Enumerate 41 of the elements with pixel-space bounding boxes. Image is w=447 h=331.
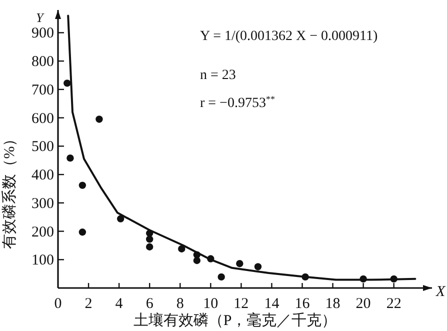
y-tick-label: 500 <box>32 139 54 156</box>
point <box>146 243 154 250</box>
annotation: r = −0.9753$^{**}$ <box>200 94 276 111</box>
x-tick-label: 10 <box>203 296 218 312</box>
y-axis-title: 有效磷系数（%） <box>1 131 18 249</box>
y-tick-label: 300 <box>32 196 54 212</box>
x-tick-label: 6 <box>146 296 154 312</box>
y-tick-label: 200 <box>32 224 54 240</box>
point <box>64 80 71 87</box>
x-tick-label: 16 <box>294 296 310 312</box>
x-tick-label: 8 <box>176 296 184 312</box>
point <box>78 182 86 189</box>
x-tick-label: 22 <box>386 296 402 312</box>
x-tick-label: 14 <box>264 296 280 312</box>
x-axis-title: 土壤有效磷（P，毫克／千克） <box>133 312 337 329</box>
y-tick-label: 400 <box>32 168 54 184</box>
x-tick-label: 2 <box>84 296 92 312</box>
annotation: Y = 1/(0.001362 X − 0.000911) <box>200 29 378 44</box>
y-tick-label: 800 <box>32 54 54 70</box>
text: X <box>435 284 446 300</box>
point <box>146 236 154 243</box>
x-tick-label: 18 <box>325 296 340 312</box>
point <box>78 228 86 236</box>
annotation: n = 23 <box>200 68 236 83</box>
x-tick-label: 0 <box>54 296 62 312</box>
y-tick-label: 700 <box>32 82 54 98</box>
point <box>66 154 74 162</box>
x-tick-label: 20 <box>356 296 371 312</box>
point <box>236 260 244 268</box>
y-tick-label: 100 <box>32 252 54 269</box>
point <box>96 116 103 123</box>
text: Y <box>36 10 45 25</box>
point <box>178 245 186 252</box>
x-tick-label: 12 <box>234 296 249 312</box>
x-tick-label: 4 <box>115 296 124 312</box>
point <box>116 215 124 222</box>
point <box>218 273 225 281</box>
y-tick-label: 900 <box>32 26 54 42</box>
y-tick-label: 600 <box>32 110 54 127</box>
point <box>193 256 201 264</box>
point <box>254 263 262 270</box>
